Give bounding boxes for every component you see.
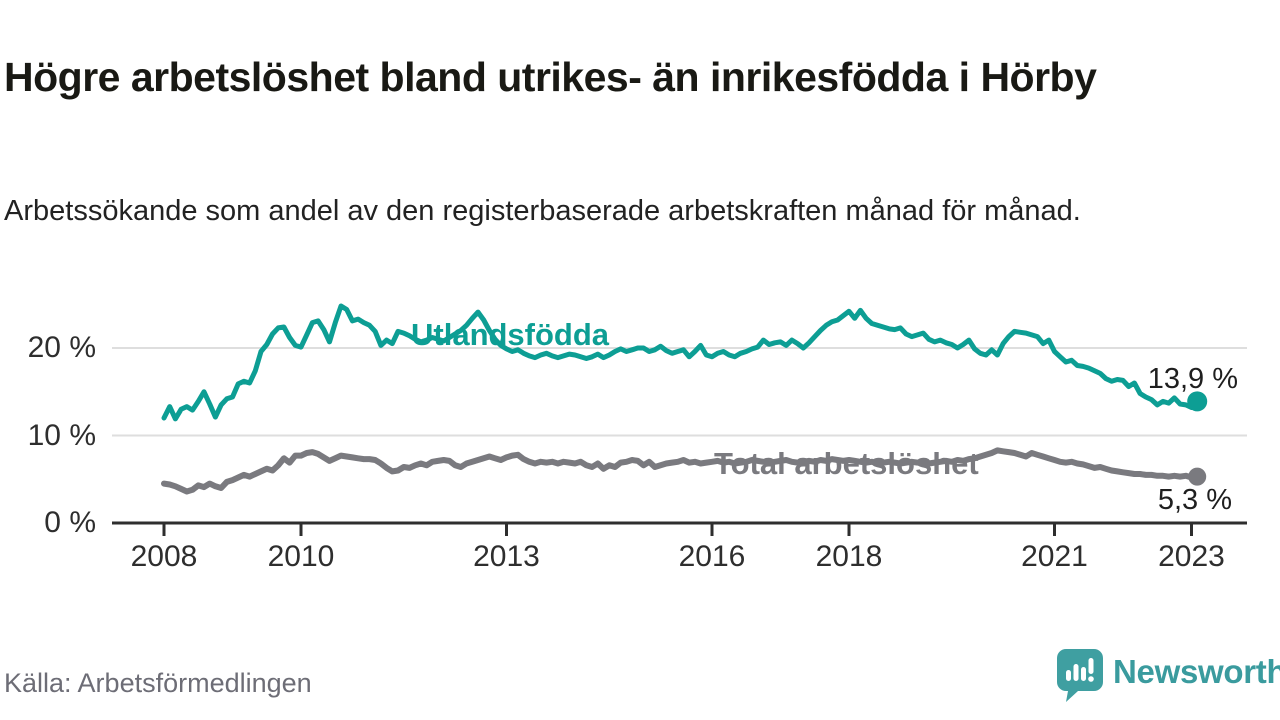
source-caption: Källa: Arbetsförmedlingen xyxy=(4,668,312,698)
newsworthy-logo-text: Newsworthy xyxy=(1113,653,1280,690)
x-tick-label-2023: 2023 xyxy=(1158,540,1225,573)
page-title: Högre arbetslöshet bland utrikes- än inr… xyxy=(4,54,1097,101)
series-label-total: Total arbetslöshet xyxy=(714,446,979,481)
y-tick-label-10: 10 % xyxy=(27,418,96,452)
total-end-dot xyxy=(1188,467,1207,486)
y-tick-label-0: 0 % xyxy=(44,506,96,539)
series-label-utlandsfodda: Utlandsfödda xyxy=(411,317,610,352)
utlandsfodda-end-dot xyxy=(1187,391,1208,412)
newsworthy-logo: Newsworthy xyxy=(1056,648,1280,704)
x-tick-label-2008: 2008 xyxy=(130,540,198,573)
x-tick-label-2013: 2013 xyxy=(473,540,540,573)
x-tick-label-2021: 2021 xyxy=(1021,540,1088,573)
y-tick-label-20: 20 % xyxy=(27,331,96,364)
page-subtitle: Arbetssökande som andel av den registerb… xyxy=(4,195,1081,227)
x-tick-label-2018: 2018 xyxy=(815,540,883,573)
newsworthy-logo-icon xyxy=(1057,649,1103,702)
x-tick-label-2016: 2016 xyxy=(678,540,746,573)
end-value-utlandsfodda: 13,9 % xyxy=(1147,363,1238,395)
end-value-total: 5,3 % xyxy=(1157,484,1232,516)
line-total xyxy=(161,447,1201,495)
x-tick-label-2010: 2010 xyxy=(267,540,335,573)
line-utlandsfodda xyxy=(161,303,1200,422)
